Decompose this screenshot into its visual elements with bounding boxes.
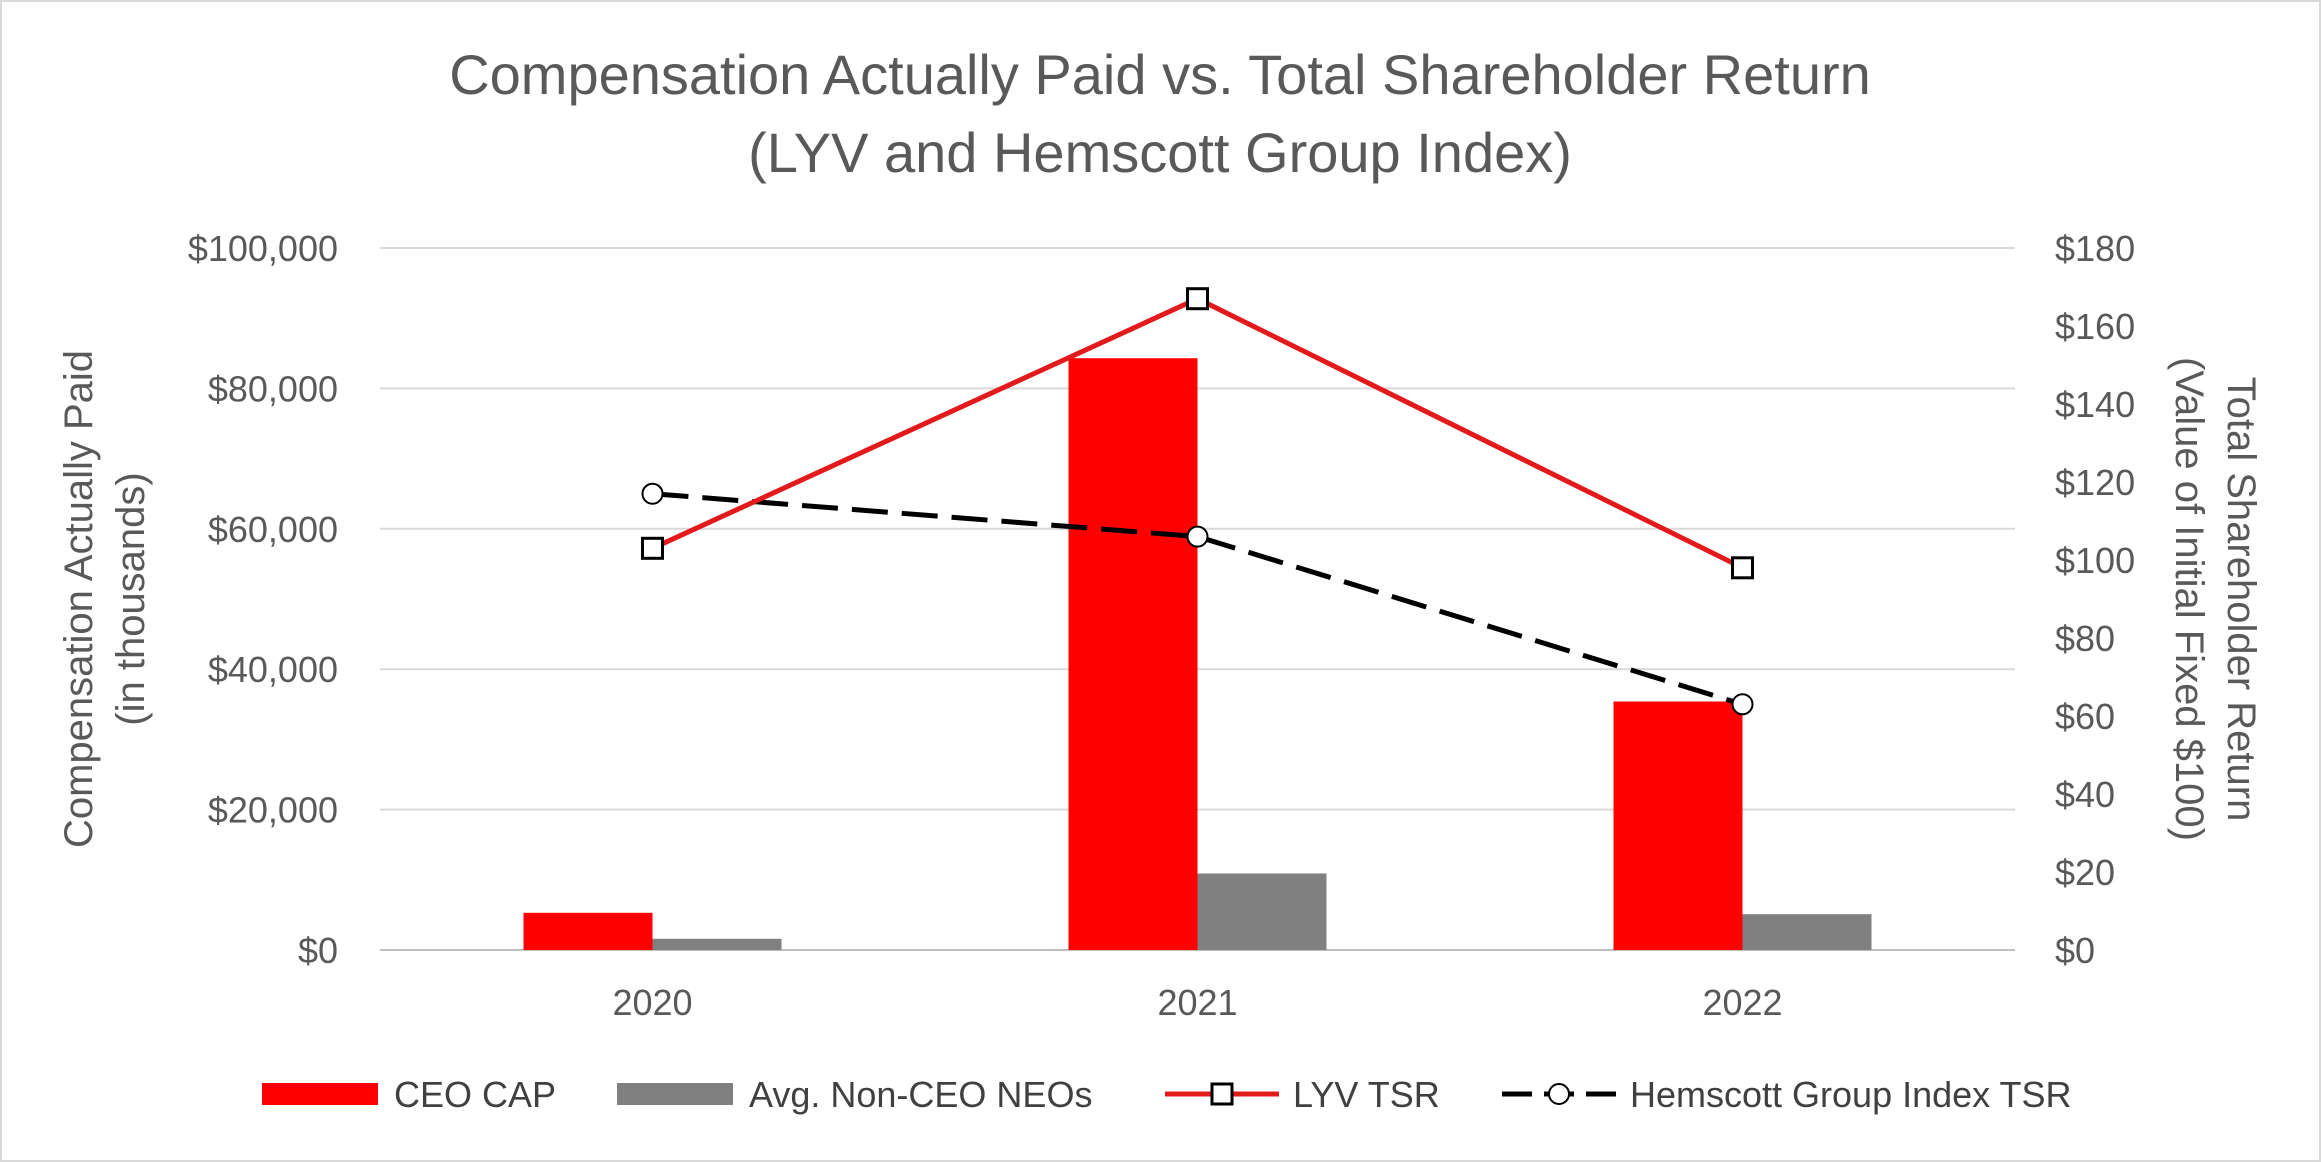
legend-label-lyv-tsr: LYV TSR bbox=[1293, 1074, 1440, 1115]
line-hemscott-group-index-tsr bbox=[652, 491, 1744, 707]
y-right-tick-label: $160 bbox=[2055, 306, 2135, 347]
lines bbox=[641, 287, 1754, 716]
x-tick-label: 2022 bbox=[1702, 982, 1782, 1023]
marker-hemscott-group-index-tsr bbox=[1731, 693, 1754, 716]
y-left-tick-label: $40,000 bbox=[208, 649, 338, 690]
y-right-axis-title: Total Shareholder Return(Value of Initia… bbox=[2167, 357, 2263, 841]
legend: CEO CAP Avg. Non-CEO NEOs LYV TSR Hemscott … bbox=[262, 1074, 2072, 1115]
bar-avg-non-ceo-neos bbox=[1197, 873, 1327, 950]
y-right-tick-label: $80 bbox=[2055, 618, 2115, 659]
y-right-tick-label: $40 bbox=[2055, 774, 2115, 815]
legend-swatch-ceo-cap bbox=[262, 1083, 378, 1105]
x-tick-label: 2020 bbox=[612, 982, 692, 1023]
axes: $0 $20,000 $40,000 $60,000 $80,000 $100,000 $0… bbox=[57, 228, 2263, 1023]
legend-label-hemscott-group-index-tsr: Hemscott Group Index TSR bbox=[1630, 1074, 2072, 1115]
chart-title-line: (LYV and Hemscott Group Index) bbox=[748, 121, 1572, 184]
y-left-tick-label: $80,000 bbox=[208, 368, 338, 409]
y-right-tick-label: $20 bbox=[2055, 852, 2115, 893]
legend-swatch-avg-non-ceo-neos bbox=[617, 1083, 733, 1105]
y-right-tick-label: $120 bbox=[2055, 462, 2135, 503]
legend-marker-hemscott-group-index-tsr bbox=[1548, 1083, 1570, 1105]
chart-title-text: Compensation Actually Paid vs. Total Sha… bbox=[449, 43, 1871, 184]
y-left-axis-title: Compensation Actually Paid (in thousands) bbox=[57, 350, 153, 848]
y-left-tick-label: $0 bbox=[298, 930, 338, 971]
y-right-tick-label: $0 bbox=[2055, 930, 2095, 971]
marker-lyv-tsr bbox=[1186, 287, 1209, 311]
legend-label-avg-non-ceo-neos: Avg. Non-CEO NEOs bbox=[749, 1074, 1092, 1115]
y-left-axis-title-line: (in thousands) bbox=[109, 472, 153, 725]
y-left-axis-title-line: Compensation Actually Paid bbox=[57, 350, 101, 848]
y-right-tick-label: $180 bbox=[2055, 228, 2135, 269]
bar-ceo-cap bbox=[1613, 701, 1743, 950]
marker-hemscott-group-index-tsr bbox=[641, 482, 664, 505]
chart-title: Compensation Actually Paid vs. Total Sha… bbox=[449, 43, 1871, 184]
bar-ceo-cap bbox=[1068, 358, 1198, 950]
y-right-tick-label: $100 bbox=[2055, 540, 2135, 581]
bar-avg-non-ceo-neos bbox=[652, 938, 782, 950]
y-left-tick-label: $60,000 bbox=[208, 509, 338, 550]
y-left-tick-label: $100,000 bbox=[188, 228, 338, 269]
legend-marker-lyv-tsr bbox=[1210, 1082, 1234, 1106]
y-left-tick-label: $20,000 bbox=[208, 790, 338, 831]
marker-lyv-tsr bbox=[1731, 556, 1754, 580]
y-right-axis-title-line: Total Shareholder Return bbox=[2219, 377, 2263, 822]
bar-avg-non-ceo-neos bbox=[1742, 914, 1872, 950]
bar-ceo-cap bbox=[523, 912, 653, 950]
legend-label-ceo-cap: CEO CAP bbox=[394, 1074, 556, 1115]
chart-title-line: Compensation Actually Paid vs. Total Sha… bbox=[449, 43, 1871, 106]
marker-lyv-tsr bbox=[641, 536, 664, 560]
y-right-tick-label: $60 bbox=[2055, 696, 2115, 737]
y-right-axis-title-line: (Value of Initial Fixed $100) bbox=[2167, 357, 2211, 841]
marker-hemscott-group-index-tsr bbox=[1186, 525, 1209, 548]
bars bbox=[523, 358, 1872, 950]
y-right-tick-label: $140 bbox=[2055, 384, 2135, 425]
x-tick-label: 2021 bbox=[1157, 982, 1237, 1023]
